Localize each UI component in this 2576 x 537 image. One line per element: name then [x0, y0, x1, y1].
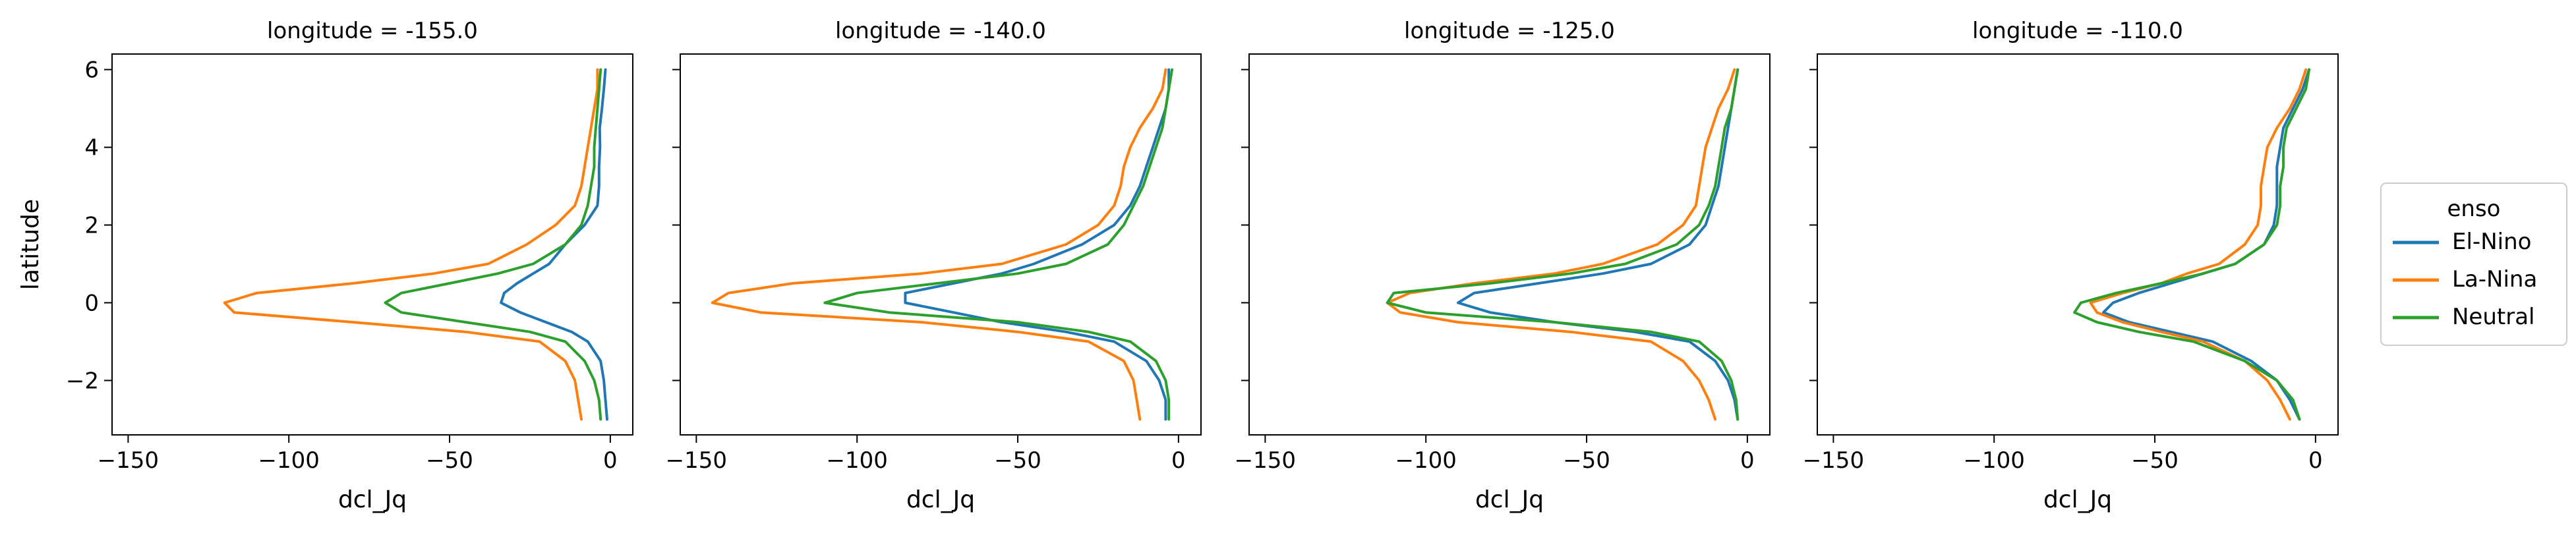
series-line-el-nino — [1457, 68, 1740, 421]
series-line-el-nino — [2102, 68, 2311, 421]
x-tick-label: −150 — [666, 447, 727, 474]
series-line-neutral — [823, 68, 1174, 421]
y-tick-label: 0 — [84, 290, 99, 316]
facet-panel-1: longitude = -155.0 −150 −100 −50 0 −2 0 2 4 6 dcl_… — [17, 18, 633, 513]
series-line-neutral — [1386, 68, 1740, 421]
x-tick-label: −100 — [1395, 447, 1457, 474]
panel-title: longitude = -125.0 — [1404, 18, 1615, 44]
x-tick-label: −150 — [1803, 447, 1864, 474]
panel-title: longitude = -110.0 — [1972, 18, 2183, 44]
legend-title: enso — [2447, 196, 2501, 222]
y-tick-label: −2 — [66, 368, 99, 394]
facet-panel-2: longitude = -140.0 −150 −100 −50 0 dcl_Jq — [666, 18, 1202, 513]
axes-frame — [1248, 53, 1771, 436]
x-tick-label: −50 — [426, 447, 473, 474]
x-tick-label: 0 — [2308, 447, 2323, 474]
x-tick-label: 0 — [1171, 447, 1186, 474]
x-tick-label: −150 — [1235, 447, 1296, 474]
x-tick-label: −50 — [1563, 447, 1610, 474]
x-tick-label: 0 — [1740, 447, 1755, 474]
y-tick-label: 4 — [84, 135, 99, 161]
x-tick-label: −50 — [994, 447, 1041, 474]
facet-panel-4: longitude = -110.0 −150 −100 −50 0 dcl_Jq — [1803, 18, 2339, 513]
x-axis-label: dcl_Jq — [338, 486, 407, 513]
series-line-el-nino — [500, 68, 608, 421]
x-tick-label: 0 — [603, 447, 618, 474]
legend-label-neutral: Neutral — [2452, 304, 2535, 330]
x-tick-label: −150 — [98, 447, 159, 474]
legend: enso El-Nino La-Nina Neutral — [2380, 183, 2567, 346]
x-tick-label: −100 — [827, 447, 888, 474]
series-line-el-nino — [904, 68, 1171, 421]
axes-frame — [111, 53, 633, 436]
x-axis-label: dcl_Jq — [1475, 486, 1544, 513]
y-axis-label: latitude — [17, 199, 44, 290]
panel-title: longitude = -155.0 — [267, 18, 478, 44]
legend-label-la-nina: La-Nina — [2452, 266, 2537, 293]
x-axis-label: dcl_Jq — [906, 486, 975, 513]
y-tick-label: 6 — [84, 57, 99, 84]
series-line-la-nina — [1386, 68, 1736, 421]
series-line-neutral — [2073, 68, 2311, 421]
legend-label-el-nino: El-Nino — [2452, 229, 2531, 255]
axes-frame — [680, 53, 1202, 436]
legend-box — [2380, 183, 2567, 346]
x-tick-label: −100 — [258, 447, 320, 474]
panel-title: longitude = -140.0 — [835, 18, 1046, 44]
series-line-neutral — [384, 68, 602, 421]
axes-frame — [1817, 53, 2339, 436]
x-axis-label: dcl_Jq — [2043, 486, 2112, 513]
series-line-la-nina — [223, 68, 599, 421]
x-tick-label: −50 — [2131, 447, 2179, 474]
x-tick-label: −100 — [1964, 447, 2025, 474]
y-tick-label: 2 — [84, 213, 99, 239]
series-line-la-nina — [711, 68, 1167, 421]
facet-panel-3: longitude = -125.0 −150 −100 −50 0 dcl_Jq — [1235, 18, 1771, 513]
series-line-la-nina — [2089, 68, 2308, 421]
